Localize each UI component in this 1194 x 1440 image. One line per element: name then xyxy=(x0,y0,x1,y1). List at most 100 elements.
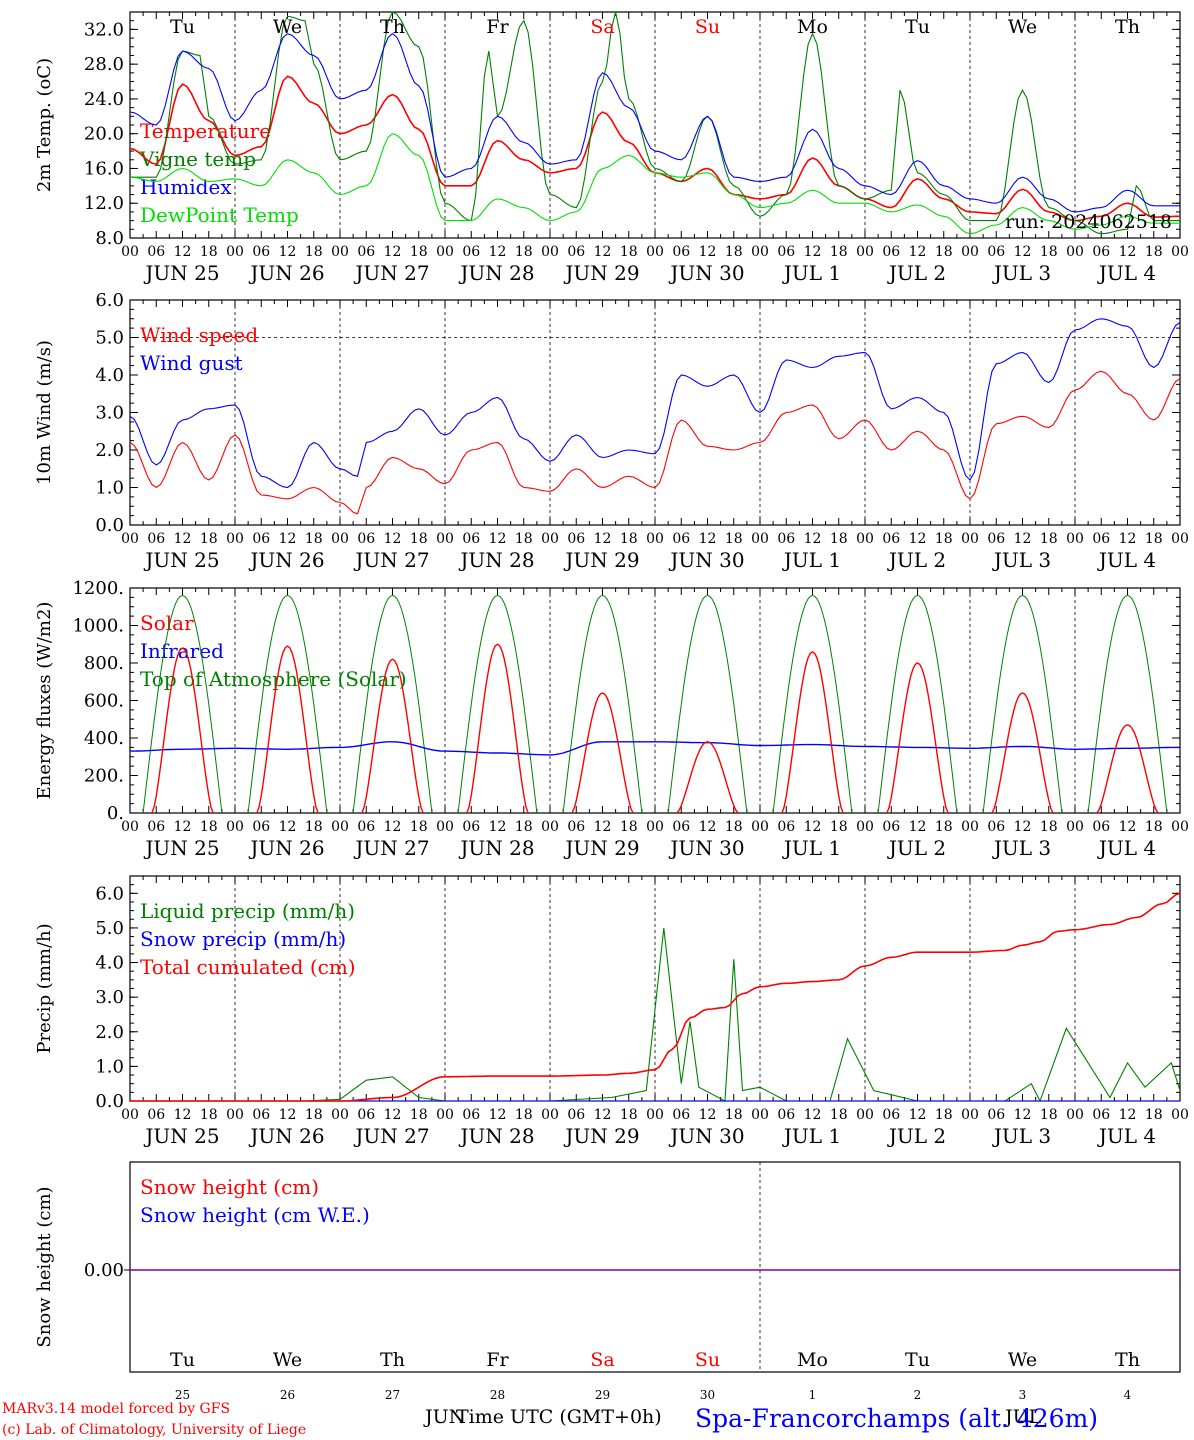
date-label: JUL 4 xyxy=(1097,1124,1156,1148)
date-label: JUL 2 xyxy=(887,1124,946,1148)
hour-tick-label: 18 xyxy=(515,531,533,547)
day-number: 3 xyxy=(1019,1388,1027,1402)
hour-tick-label: 18 xyxy=(515,244,533,260)
hour-tick-label: 06 xyxy=(357,244,375,260)
hour-tick-label: 12 xyxy=(1119,244,1137,260)
date-label: JUN 28 xyxy=(458,261,534,285)
hour-tick-label: 00 xyxy=(436,531,454,547)
hour-tick-label: 00 xyxy=(541,819,559,835)
panel-3: 0. 200. 400. 600. 800. 1000. 1200. Energy fluxe… xyxy=(34,578,1189,860)
hour-tick-label: 06 xyxy=(252,819,270,835)
solar-line xyxy=(676,741,739,814)
toa-solar-line xyxy=(982,594,1063,814)
hour-tick-label: 06 xyxy=(462,531,480,547)
hour-tick-label: 12 xyxy=(699,244,717,260)
hour-tick-label: 18 xyxy=(305,1107,323,1123)
date-label: JUL 3 xyxy=(992,261,1051,285)
hour-tick-label: 18 xyxy=(410,819,428,835)
legend-entry: Liquid precip (mm/h) xyxy=(140,899,355,923)
hour-tick-label: 06 xyxy=(987,819,1005,835)
hour-tick-label: 06 xyxy=(252,244,270,260)
y-tick-label: 28.0 xyxy=(84,54,124,75)
hour-tick-label: 00 xyxy=(856,531,874,547)
hour-tick-label: 00 xyxy=(1171,1107,1189,1123)
hour-tick-label: 12 xyxy=(804,244,822,260)
date-label: JUL 4 xyxy=(1097,261,1156,285)
day-number: 26 xyxy=(280,1388,295,1402)
date-label: JUN 30 xyxy=(668,261,744,285)
hour-tick-label: 00 xyxy=(751,244,769,260)
day-name: Mo xyxy=(797,1349,828,1371)
date-label: JUN 27 xyxy=(353,836,429,860)
date-label: JUL 1 xyxy=(782,548,841,572)
day-name: We xyxy=(1008,16,1037,38)
date-label: JUN 27 xyxy=(353,548,429,572)
date-label: JUN 26 xyxy=(248,261,324,285)
date-label: JUN 29 xyxy=(563,261,639,285)
infrared-line xyxy=(130,741,1180,756)
date-label: JUN 29 xyxy=(563,836,639,860)
time-axis-label: Time UTC (GMT+0h) xyxy=(456,1406,662,1428)
day-number: 28 xyxy=(490,1388,505,1402)
day-number: 25 xyxy=(175,1388,190,1402)
hour-tick-label: 06 xyxy=(1092,1107,1110,1123)
hour-tick-label: 12 xyxy=(699,819,717,835)
hour-tick-label: 12 xyxy=(594,1107,612,1123)
toa-solar-line xyxy=(457,594,538,814)
day-name: Th xyxy=(1115,1349,1140,1371)
hour-tick-label: 06 xyxy=(147,531,165,547)
hour-tick-label: 06 xyxy=(987,1107,1005,1123)
solar-line xyxy=(571,692,634,814)
day-name: Th xyxy=(1115,16,1140,38)
hour-tick-label: 12 xyxy=(489,244,507,260)
solar-line xyxy=(256,645,319,814)
hour-tick-label: 18 xyxy=(725,1107,743,1123)
y-tick-label: 6.0 xyxy=(95,883,124,904)
date-label: JUN 29 xyxy=(563,548,639,572)
hour-tick-label: 00 xyxy=(226,1107,244,1123)
toa-solar-line xyxy=(247,594,328,814)
hour-tick-label: 00 xyxy=(331,244,349,260)
location-title: Spa-Francorchamps (alt. 426m) xyxy=(695,1404,1098,1433)
hour-tick-label: 00 xyxy=(436,1107,454,1123)
y-axis-label: 10m Wind (m/s) xyxy=(34,340,55,485)
hour-tick-label: 12 xyxy=(384,1107,402,1123)
day-name: Tu xyxy=(905,1349,930,1371)
hour-tick-label: 12 xyxy=(699,1107,717,1123)
hour-tick-label: 00 xyxy=(541,531,559,547)
day-name: Sa xyxy=(590,1349,614,1371)
hour-tick-label: 06 xyxy=(672,531,690,547)
hour-tick-label: 18 xyxy=(515,819,533,835)
hour-tick-label: 00 xyxy=(331,819,349,835)
toa-solar-line xyxy=(667,594,748,814)
hour-tick-label: 12 xyxy=(1014,244,1032,260)
legend-entry: Solar xyxy=(140,611,194,635)
hour-tick-label: 00 xyxy=(436,819,454,835)
date-label: JUN 27 xyxy=(353,1124,429,1148)
day-name: Tu xyxy=(170,16,195,38)
hour-tick-label: 12 xyxy=(594,244,612,260)
legend-entry: Temperature xyxy=(140,119,271,143)
solar-line xyxy=(361,658,424,814)
hour-tick-label: 06 xyxy=(882,1107,900,1123)
hour-tick-label: 00 xyxy=(751,1107,769,1123)
legend-entry: Top of Atmosphere (Solar) xyxy=(140,667,407,691)
hour-tick-label: 18 xyxy=(830,244,848,260)
hour-tick-label: 18 xyxy=(935,1107,953,1123)
hour-tick-label: 00 xyxy=(961,531,979,547)
y-tick-label: 1.0 xyxy=(95,478,124,499)
date-label: JUL 1 xyxy=(782,1124,841,1148)
hour-tick-label: 00 xyxy=(751,819,769,835)
y-tick-label: 3.0 xyxy=(95,403,124,424)
y-tick-label: 3.0 xyxy=(95,987,124,1008)
y-tick-label: 20.0 xyxy=(84,124,124,145)
date-label: JUN 26 xyxy=(248,1124,324,1148)
y-tick-label: 1000. xyxy=(72,616,124,637)
date-label: JUN 30 xyxy=(668,1124,744,1148)
series-line xyxy=(129,32,1180,213)
hour-tick-label: 00 xyxy=(1066,819,1084,835)
legend-entry: Snow precip (mm/h) xyxy=(140,927,346,951)
hour-tick-label: 00 xyxy=(1171,819,1189,835)
date-label: JUL 1 xyxy=(782,836,841,860)
toa-solar-line xyxy=(352,594,433,814)
